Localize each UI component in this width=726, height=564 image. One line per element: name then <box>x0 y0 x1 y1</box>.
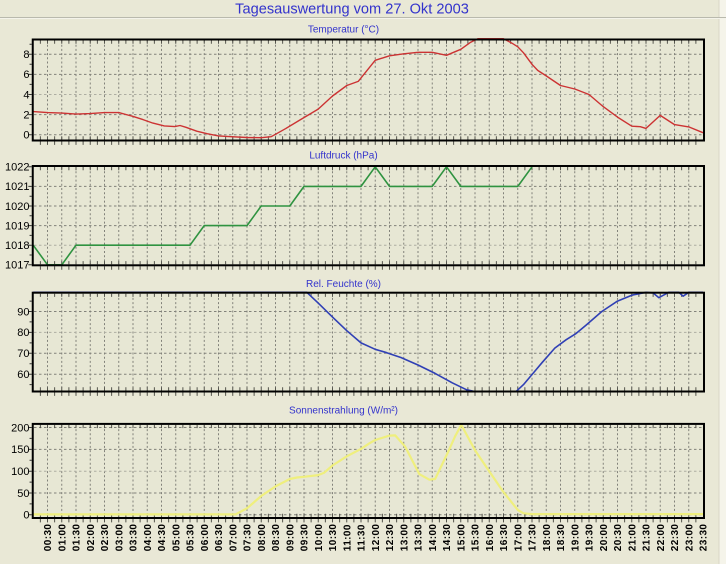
svg-text:1020: 1020 <box>5 201 29 213</box>
svg-text:08:30: 08:30 <box>271 524 282 552</box>
svg-text:4: 4 <box>23 89 29 101</box>
svg-text:09:30: 09:30 <box>300 524 311 552</box>
svg-text:00:30: 00:30 <box>43 524 54 552</box>
svg-text:21:30: 21:30 <box>642 524 653 552</box>
svg-text:17:00: 17:00 <box>513 524 524 552</box>
svg-text:17:30: 17:30 <box>528 524 539 552</box>
svg-text:10:00: 10:00 <box>314 524 325 552</box>
svg-text:1018: 1018 <box>5 240 29 252</box>
svg-text:04:00: 04:00 <box>143 524 154 552</box>
svg-text:18:00: 18:00 <box>542 524 553 552</box>
svg-text:14:00: 14:00 <box>428 524 439 552</box>
svg-text:08:00: 08:00 <box>257 524 268 552</box>
svg-text:Luftdruck (hPa): Luftdruck (hPa) <box>309 151 377 162</box>
svg-text:Rel. Feuchte (%): Rel. Feuchte (%) <box>306 279 381 290</box>
svg-text:06:30: 06:30 <box>214 524 225 552</box>
svg-text:70: 70 <box>17 348 29 360</box>
svg-text:14:30: 14:30 <box>442 524 453 552</box>
svg-text:Tagesauswertung vom 27. Okt 20: Tagesauswertung vom 27. Okt 2003 <box>235 2 469 18</box>
svg-text:01:30: 01:30 <box>72 524 83 552</box>
svg-text:15:00: 15:00 <box>456 524 467 552</box>
svg-text:09:00: 09:00 <box>285 524 296 552</box>
svg-text:2: 2 <box>23 109 29 121</box>
svg-text:150: 150 <box>11 444 29 456</box>
svg-text:8: 8 <box>23 49 29 61</box>
svg-text:10:30: 10:30 <box>328 524 339 552</box>
svg-text:03:00: 03:00 <box>114 524 125 552</box>
svg-text:04:30: 04:30 <box>157 524 168 552</box>
svg-text:02:00: 02:00 <box>86 524 97 552</box>
svg-text:1022: 1022 <box>5 162 29 174</box>
svg-text:Sonnenstrahlung (W/m²): Sonnenstrahlung (W/m²) <box>289 405 398 416</box>
svg-text:21:00: 21:00 <box>627 524 638 552</box>
svg-text:05:00: 05:00 <box>171 524 182 552</box>
svg-text:01:00: 01:00 <box>57 524 68 552</box>
svg-text:19:00: 19:00 <box>570 524 581 552</box>
svg-text:06:00: 06:00 <box>200 524 211 552</box>
svg-text:05:30: 05:30 <box>186 524 197 552</box>
svg-text:50: 50 <box>17 488 29 500</box>
svg-text:1019: 1019 <box>5 220 29 232</box>
svg-text:23:30: 23:30 <box>699 524 710 552</box>
svg-text:11:30: 11:30 <box>357 524 368 551</box>
svg-text:22:30: 22:30 <box>670 524 681 552</box>
svg-text:23:00: 23:00 <box>684 524 695 552</box>
svg-text:16:00: 16:00 <box>485 524 496 552</box>
svg-text:16:30: 16:30 <box>499 524 510 552</box>
svg-text:80: 80 <box>17 327 29 339</box>
svg-text:60: 60 <box>17 369 29 381</box>
svg-text:13:30: 13:30 <box>414 524 425 552</box>
svg-text:Temperatur (°C): Temperatur (°C) <box>308 24 379 35</box>
svg-text:1021: 1021 <box>5 181 29 193</box>
svg-text:07:30: 07:30 <box>243 524 254 552</box>
svg-text:0: 0 <box>23 510 29 522</box>
svg-text:19:30: 19:30 <box>585 524 596 552</box>
svg-text:6: 6 <box>23 69 29 81</box>
svg-text:90: 90 <box>17 306 29 318</box>
svg-text:12:30: 12:30 <box>385 524 396 552</box>
svg-text:100: 100 <box>11 466 29 478</box>
svg-text:07:00: 07:00 <box>228 524 239 552</box>
svg-text:0: 0 <box>23 130 29 142</box>
svg-text:03:30: 03:30 <box>129 524 140 552</box>
svg-text:200: 200 <box>11 422 29 434</box>
svg-text:13:00: 13:00 <box>399 524 410 552</box>
svg-text:20:30: 20:30 <box>613 524 624 552</box>
svg-text:11:00: 11:00 <box>342 524 353 551</box>
svg-text:20:00: 20:00 <box>599 524 610 552</box>
svg-text:22:00: 22:00 <box>656 524 667 552</box>
svg-text:15:30: 15:30 <box>471 524 482 552</box>
svg-text:02:30: 02:30 <box>100 524 111 552</box>
svg-text:18:30: 18:30 <box>556 524 567 552</box>
svg-text:1017: 1017 <box>5 260 29 272</box>
svg-text:12:00: 12:00 <box>371 524 382 552</box>
